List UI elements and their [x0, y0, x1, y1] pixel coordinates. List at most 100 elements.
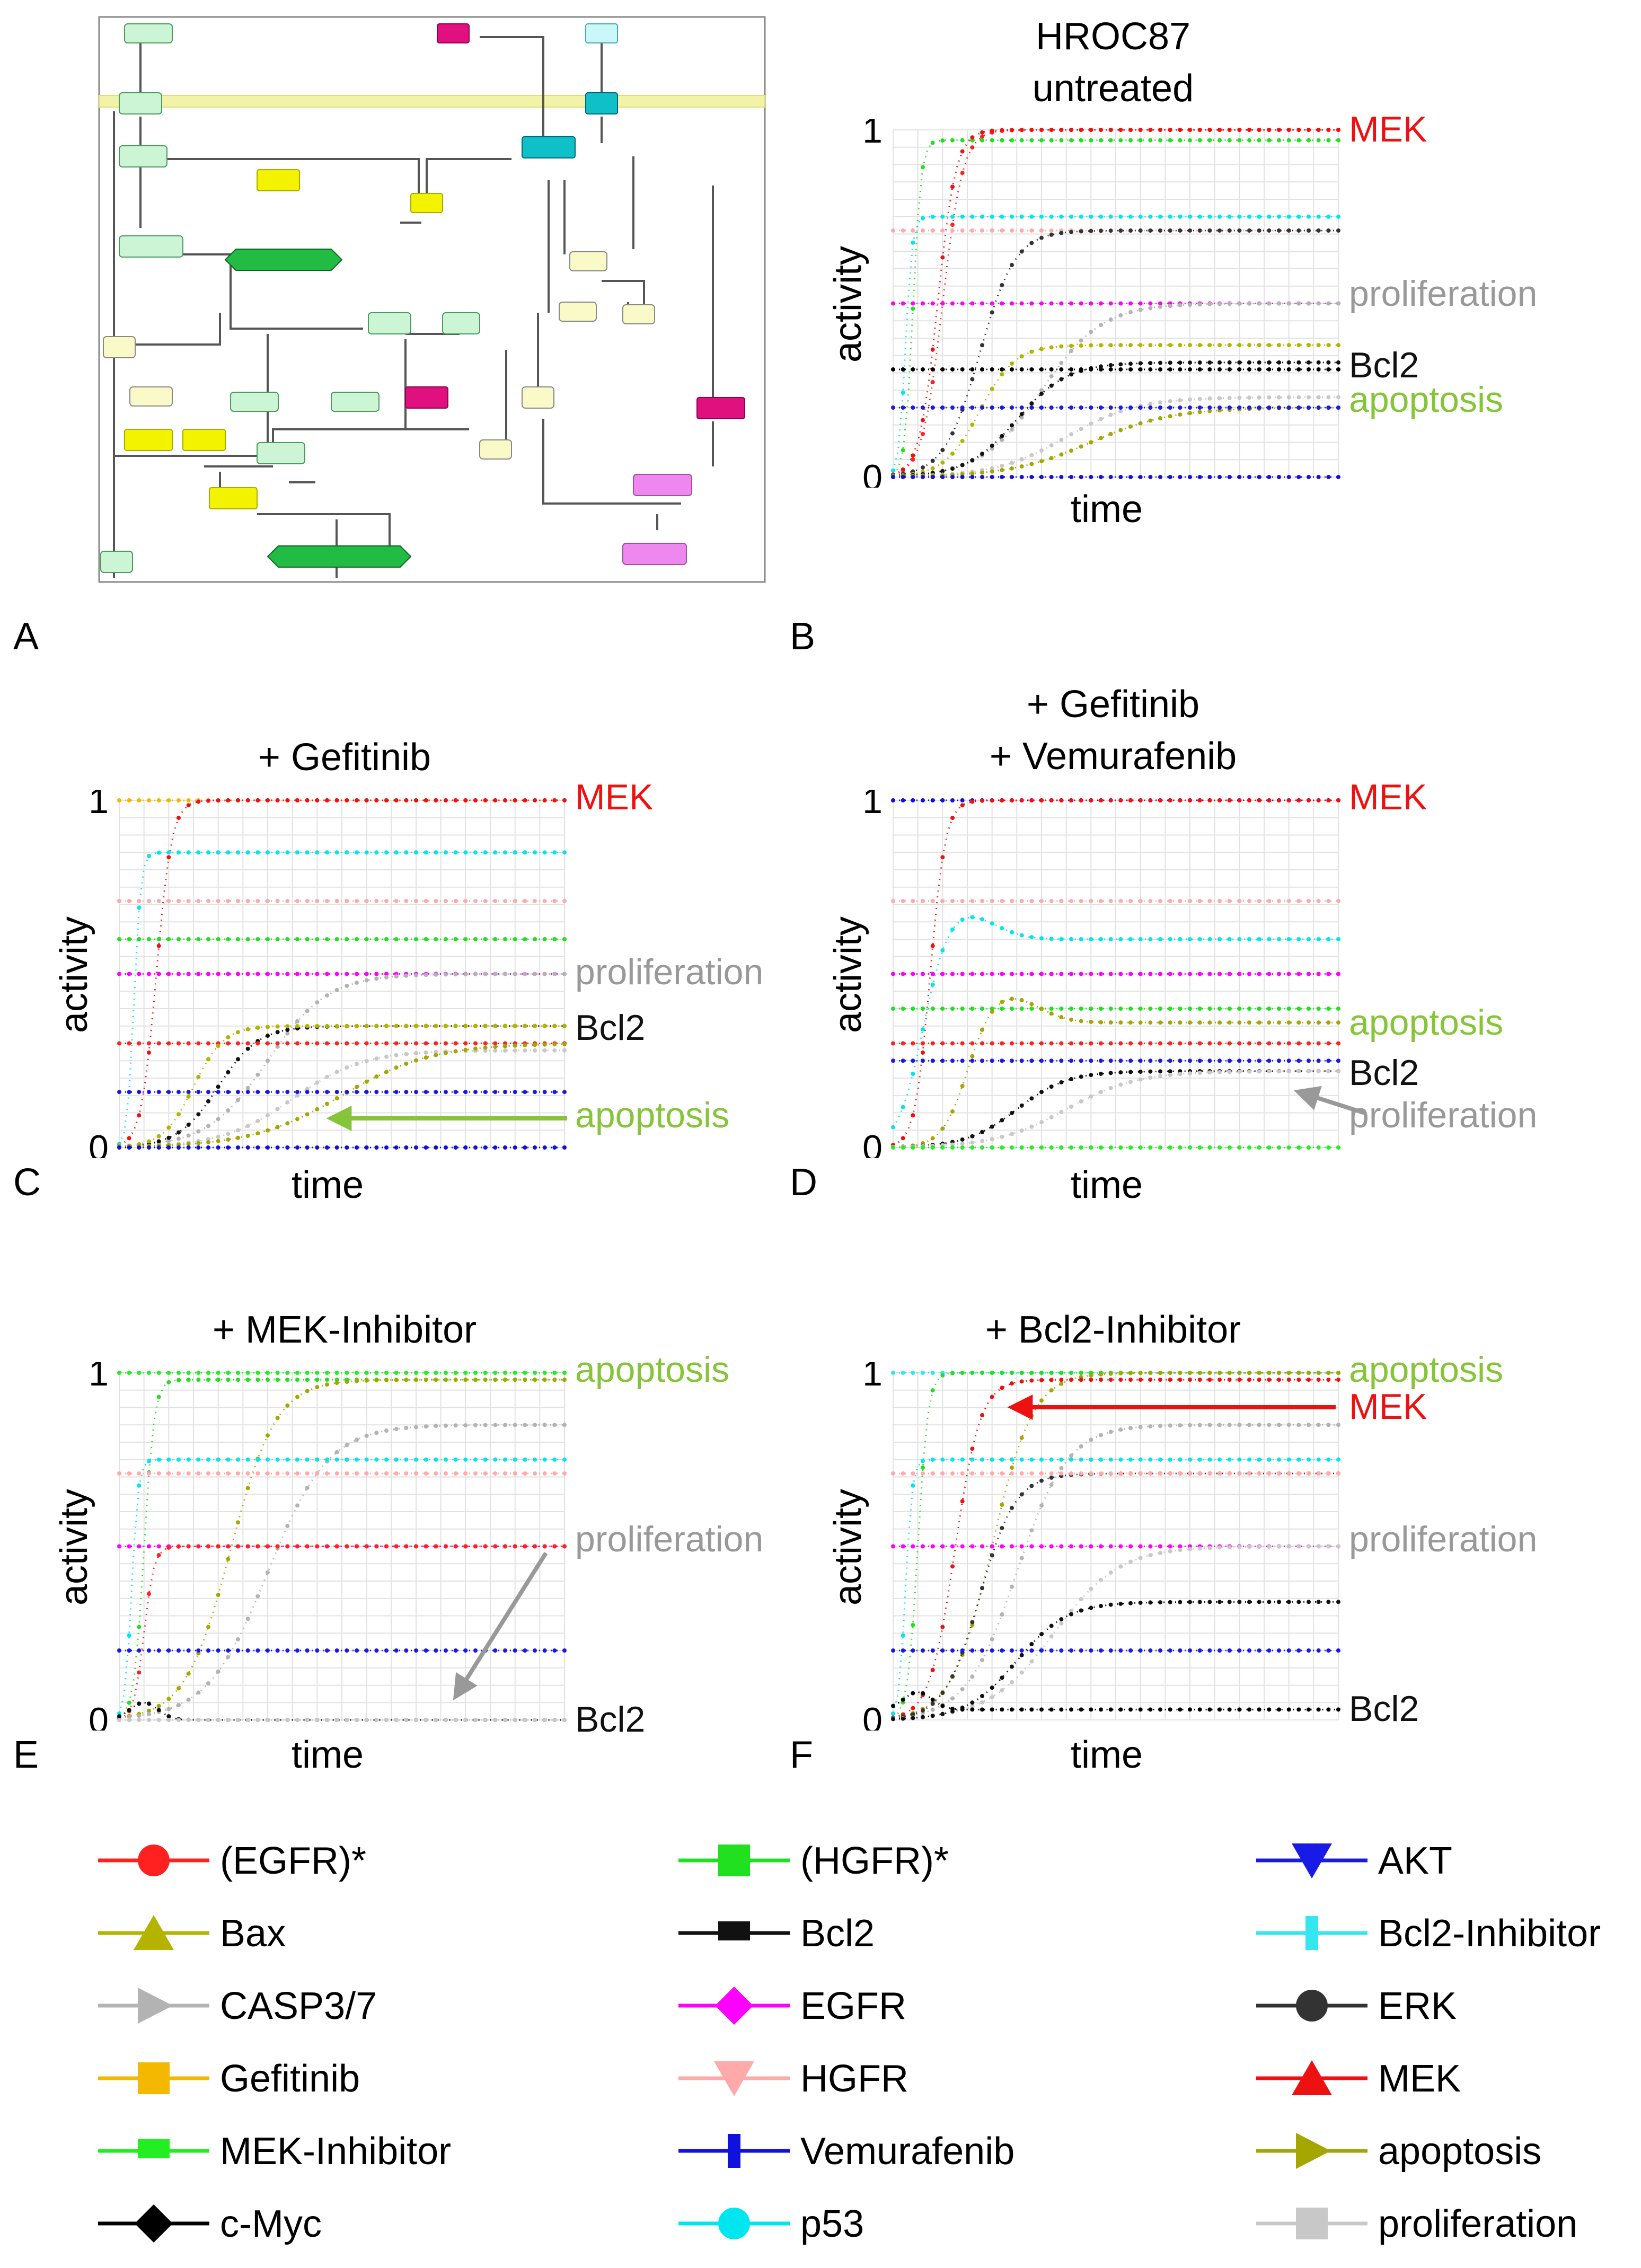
series-point: [1227, 1545, 1232, 1550]
series-point: [950, 1041, 955, 1046]
series-point: [1307, 343, 1311, 348]
series-point: [364, 1457, 369, 1462]
series-point: [424, 1023, 428, 1028]
series-point: [206, 972, 210, 976]
series-point: [1099, 1071, 1103, 1076]
series-line-p53: [118, 1459, 564, 1714]
series-point: [1069, 1612, 1073, 1617]
series-point: [1277, 405, 1281, 410]
series-point: [1307, 405, 1311, 410]
series-point: [990, 1041, 994, 1046]
series-point: [137, 1090, 142, 1095]
series-point: [444, 898, 448, 903]
series-point: [216, 972, 220, 976]
series-point: [156, 937, 161, 941]
series-point: [1326, 1371, 1331, 1375]
series-point: [305, 1648, 310, 1653]
series-point: [384, 1371, 389, 1375]
series-point: [1010, 972, 1014, 976]
series-point: [117, 798, 121, 802]
series-point: [305, 1718, 310, 1722]
series-point: [562, 1378, 567, 1382]
series-point: [1217, 1378, 1222, 1382]
series-point: [1296, 1145, 1301, 1150]
series-point: [1336, 1457, 1340, 1462]
series-point: [1059, 1648, 1064, 1653]
series-point: [1029, 935, 1034, 940]
series-point: [533, 1544, 537, 1549]
series-point: [493, 1371, 498, 1375]
series-point: [1188, 937, 1192, 941]
series-point: [1138, 1648, 1143, 1653]
series-point: [1069, 1453, 1073, 1458]
series-point: [1108, 1707, 1113, 1712]
series-point: [1108, 138, 1113, 143]
series-point: [1069, 367, 1073, 372]
series-point: [1019, 301, 1024, 306]
series-point: [950, 1457, 955, 1462]
series-point: [960, 1137, 965, 1142]
series-point: [1277, 1471, 1281, 1476]
series-point: [177, 1457, 181, 1462]
series-point: [1307, 898, 1311, 903]
series-point: [1178, 367, 1183, 372]
series-point: [1247, 972, 1251, 976]
series-point: [980, 1007, 984, 1011]
series-point: [1158, 128, 1162, 132]
legend-marker-diamond-icon: [98, 2204, 209, 2243]
series-point: [1277, 138, 1281, 143]
series-point: [901, 1371, 905, 1375]
series-point: [911, 1145, 915, 1150]
series-point: [1237, 343, 1242, 348]
series-point: [921, 165, 925, 170]
series-point: [384, 1718, 389, 1722]
series-annotation-proliferation: proliferation: [1349, 1519, 1538, 1559]
series-point: [325, 1074, 329, 1079]
series-point: [1029, 241, 1034, 245]
series-point: [1000, 1648, 1004, 1653]
series-point: [1267, 937, 1272, 941]
series-point: [940, 898, 945, 903]
series-point: [1168, 972, 1172, 976]
series-point: [980, 1145, 984, 1150]
series-point: [940, 469, 945, 474]
series-point: [127, 798, 131, 802]
series-point: [226, 1655, 231, 1660]
series-point: [137, 1483, 142, 1488]
series-point: [374, 1090, 379, 1095]
series-point: [1296, 1544, 1301, 1549]
series-point: [1168, 138, 1172, 143]
series-point: [1118, 1007, 1123, 1011]
series-point: [562, 1371, 567, 1375]
series-point: [1178, 360, 1183, 365]
y-axis-label: activity: [827, 245, 870, 363]
series-line-bcl2: [119, 1701, 564, 1721]
series-point: [1118, 1707, 1123, 1712]
series-point: [137, 972, 142, 976]
x-axis-label: time: [292, 1164, 364, 1206]
series-point: [186, 937, 191, 941]
series-point: [891, 1007, 895, 1011]
series-point: [285, 1041, 290, 1046]
series-point: [1019, 1103, 1024, 1108]
series-point: [1089, 1058, 1093, 1063]
series-point: [980, 1707, 984, 1712]
series-point: [1010, 996, 1014, 1001]
series-point: [1118, 362, 1123, 367]
series-point: [216, 798, 220, 803]
series-point: [1326, 1378, 1331, 1382]
series-point: [1307, 1145, 1311, 1150]
series-point: [1307, 1371, 1311, 1375]
series-point: [960, 1457, 965, 1462]
y-tick-max: 1: [89, 1362, 109, 1393]
series-point: [1277, 1058, 1281, 1063]
series-point: [216, 1371, 220, 1375]
series-point: [1148, 128, 1153, 132]
series-annotation-apoptosis: apoptosis: [1349, 1349, 1504, 1390]
series-point: [901, 1648, 905, 1653]
series-point: [493, 850, 498, 855]
series-point: [1010, 214, 1014, 219]
legend-label: ERK: [1378, 1985, 1457, 2027]
series-point: [156, 1041, 161, 1046]
legend-marker-tri-down-icon: [678, 2061, 790, 2096]
